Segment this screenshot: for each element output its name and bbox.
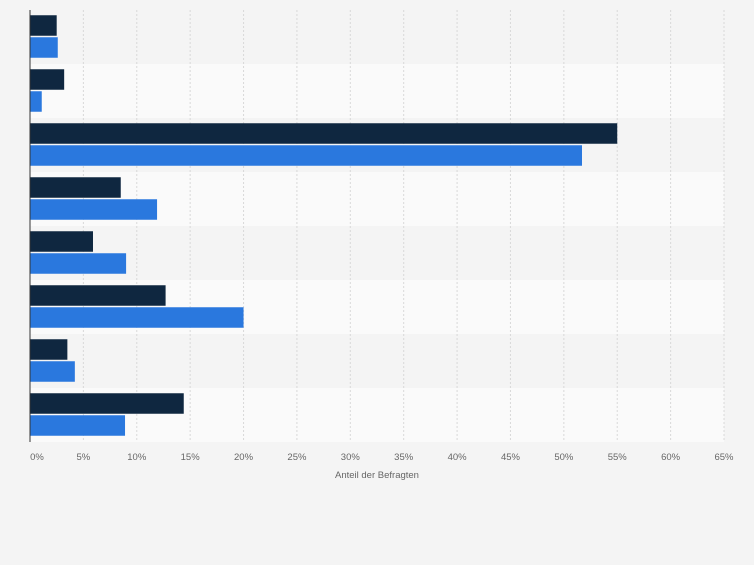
- bar-series-1: [30, 285, 166, 306]
- row-band: [30, 10, 724, 64]
- x-tick-label: 55%: [608, 452, 628, 463]
- bar-series-1: [30, 123, 618, 144]
- bar-series-2: [30, 199, 158, 220]
- bar-series-1: [30, 69, 65, 90]
- bar-series-2: [30, 145, 582, 166]
- gridlines: [82, 10, 725, 442]
- x-tick-label: 65%: [714, 452, 734, 463]
- bar-series-1: [30, 177, 121, 198]
- bar-series-1: [30, 231, 93, 252]
- background-bands: [30, 10, 724, 442]
- row-band: [30, 64, 724, 118]
- x-tick-label: 15%: [181, 452, 201, 463]
- x-tick-label: 10%: [127, 452, 147, 463]
- x-axis-label: Anteil der Befragten: [335, 470, 419, 481]
- x-tick-label: 5%: [77, 452, 91, 463]
- bar-series-2: [30, 307, 244, 328]
- bar-series-2: [30, 37, 58, 58]
- bar-series-2: [30, 415, 126, 436]
- x-tick-label: 0%: [30, 452, 44, 463]
- x-tick-label: 35%: [394, 452, 414, 463]
- x-tick-label: 25%: [287, 452, 307, 463]
- row-band: [30, 334, 724, 388]
- row-band: [30, 226, 724, 280]
- bar-series-1: [30, 15, 57, 36]
- bar-series-2: [30, 253, 127, 274]
- x-tick-label: 60%: [661, 452, 681, 463]
- bar-series-2: [30, 361, 75, 382]
- x-axis-ticks: 0% 5% 10% 15% 20% 25% 30% 35% 40% 45% 50% 55% 60% 65%: [30, 452, 734, 463]
- x-tick-label: 30%: [341, 452, 361, 463]
- x-tick-label: 50%: [554, 452, 574, 463]
- bar-series-1: [30, 339, 68, 360]
- x-tick-label: 40%: [448, 452, 468, 463]
- bars: [30, 15, 618, 436]
- bar-series-2: [30, 91, 42, 112]
- bar-series-1: [30, 393, 184, 414]
- x-tick-label: 20%: [234, 452, 254, 463]
- x-tick-label: 45%: [501, 452, 521, 463]
